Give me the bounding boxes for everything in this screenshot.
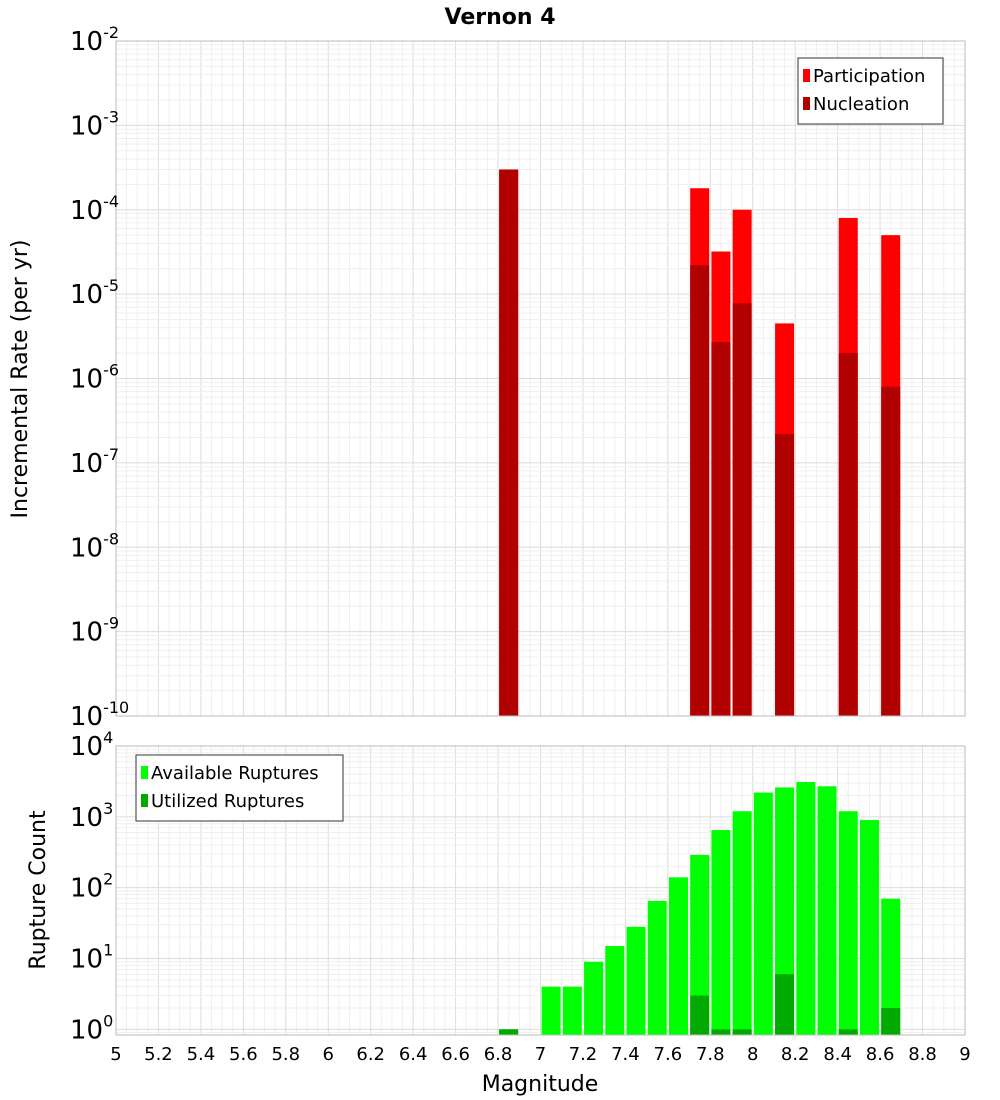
x-tick-label: 6.2: [356, 1044, 385, 1065]
x-tick-label: 5.2: [144, 1044, 173, 1065]
y-tick-label: 102: [70, 870, 113, 904]
y-tick-label: 100: [70, 1011, 113, 1045]
bar-utilized-ruptures: [775, 974, 795, 1035]
top-bars: [499, 169, 901, 717]
x-tick-label: 8.2: [781, 1044, 810, 1065]
legend-swatch: [141, 794, 148, 807]
bar-available-ruptures: [541, 986, 561, 1035]
y-tick-label: 101: [70, 941, 113, 975]
bar-available-ruptures: [626, 926, 646, 1035]
legend-label: Utilized Ruptures: [151, 791, 304, 812]
bar-available-ruptures: [732, 811, 752, 1035]
x-tick-label: 7: [535, 1044, 546, 1065]
x-tick-label: 8: [747, 1044, 758, 1065]
x-tick-label: 5.6: [229, 1044, 258, 1065]
y-tick-label: 10-2: [70, 23, 119, 57]
y-tick-label: 10-7: [70, 445, 119, 479]
bar-utilized-ruptures: [881, 1008, 901, 1035]
x-tick-label: 7.8: [696, 1044, 725, 1065]
x-tick-label: 8.6: [866, 1044, 895, 1065]
bar-nucleation: [732, 303, 752, 716]
x-tick-label: 7.2: [569, 1044, 598, 1065]
top-y-axis-label: Incremental Rate (per yr): [8, 240, 33, 519]
bar-nucleation: [838, 353, 858, 716]
bar-nucleation: [690, 265, 710, 716]
legend-swatch: [141, 766, 148, 779]
y-tick-label: 10-6: [70, 361, 119, 395]
x-tick-label: 8.8: [908, 1044, 937, 1065]
bar-nucleation: [881, 386, 901, 716]
bottom-legend: Available Ruptures Utilized Ruptures: [135, 754, 344, 822]
x-tick-label: 5.4: [187, 1044, 216, 1065]
y-tick-label: 10-9: [70, 614, 119, 648]
bar-utilized-ruptures: [711, 1029, 731, 1035]
bar-utilized-ruptures: [499, 1029, 519, 1035]
bottom-bars: [499, 782, 901, 1035]
x-tick-label: 8.4: [823, 1044, 852, 1065]
x-tick-label: 5: [110, 1044, 121, 1065]
legend-box: [797, 57, 944, 125]
bar-utilized-ruptures: [690, 995, 710, 1035]
y-tick-label: 10-3: [70, 107, 119, 141]
bar-available-ruptures: [817, 786, 837, 1035]
y-tick-label: 10-10: [70, 698, 129, 732]
bar-available-ruptures: [647, 900, 667, 1035]
chart-title: Vernon 4: [445, 5, 556, 30]
x-tick-label: 9: [959, 1044, 970, 1065]
x-axis-label: Magnitude: [482, 1072, 599, 1097]
bar-available-ruptures: [711, 830, 731, 1035]
legend-swatch: [803, 97, 810, 110]
bar-utilized-ruptures: [838, 1029, 858, 1035]
bottom-y-axis-label: Rupture Count: [26, 810, 51, 970]
bar-available-ruptures: [753, 792, 773, 1035]
x-tick-label: 7.6: [654, 1044, 683, 1065]
legend-label: Nucleation: [813, 94, 909, 115]
x-tick-label: 6.6: [441, 1044, 470, 1065]
x-tick-labels: 5 5.2 5.4 5.6 5.8 6 6.2 6.4 6.6 6.8 7 7.2 7.4 7.6 7.8 8…: [110, 1044, 970, 1065]
bar-nucleation: [775, 433, 795, 716]
y-tick-label: 10-8: [70, 529, 119, 563]
top-y-ticks: 10-10 10-9 10-8 10-7 10-6 10-5 10-4 10-3 10-2: [70, 23, 129, 732]
y-tick-label: 104: [70, 728, 113, 762]
bar-available-ruptures: [562, 986, 582, 1035]
bar-available-ruptures: [690, 854, 710, 1035]
x-tick-label: 7.4: [611, 1044, 640, 1065]
bar-available-ruptures: [796, 782, 816, 1035]
legend-swatch: [803, 69, 810, 82]
y-tick-label: 10-4: [70, 192, 119, 226]
bar-available-ruptures: [775, 787, 795, 1035]
bar-utilized-ruptures: [732, 1029, 752, 1035]
bar-available-ruptures: [605, 946, 625, 1035]
bar-available-ruptures: [881, 898, 901, 1035]
legend-label: Available Ruptures: [151, 763, 319, 784]
top-grid: [115, 41, 966, 717]
bar-available-ruptures: [859, 820, 879, 1035]
x-tick-label: 5.8: [271, 1044, 300, 1065]
y-tick-label: 103: [70, 799, 113, 833]
bar-available-ruptures: [668, 877, 688, 1035]
x-tick-label: 6: [323, 1044, 334, 1065]
bottom-plot-frame: [115, 745, 966, 1036]
y-tick-label: 10-5: [70, 276, 119, 310]
bar-nucleation: [711, 342, 731, 716]
top-plot-frame: [115, 40, 966, 717]
bottom-y-ticks: 100 101 102 103 104: [70, 728, 113, 1045]
bar-available-ruptures: [838, 811, 858, 1035]
bar-available-ruptures: [584, 961, 604, 1035]
top-legend: Participation Nucleation: [797, 57, 944, 125]
legend-label: Participation: [813, 66, 925, 87]
legend-box: [135, 754, 344, 822]
x-tick-label: 6.8: [484, 1044, 513, 1065]
bar-nucleation: [499, 169, 519, 716]
x-tick-label: 6.4: [399, 1044, 428, 1065]
